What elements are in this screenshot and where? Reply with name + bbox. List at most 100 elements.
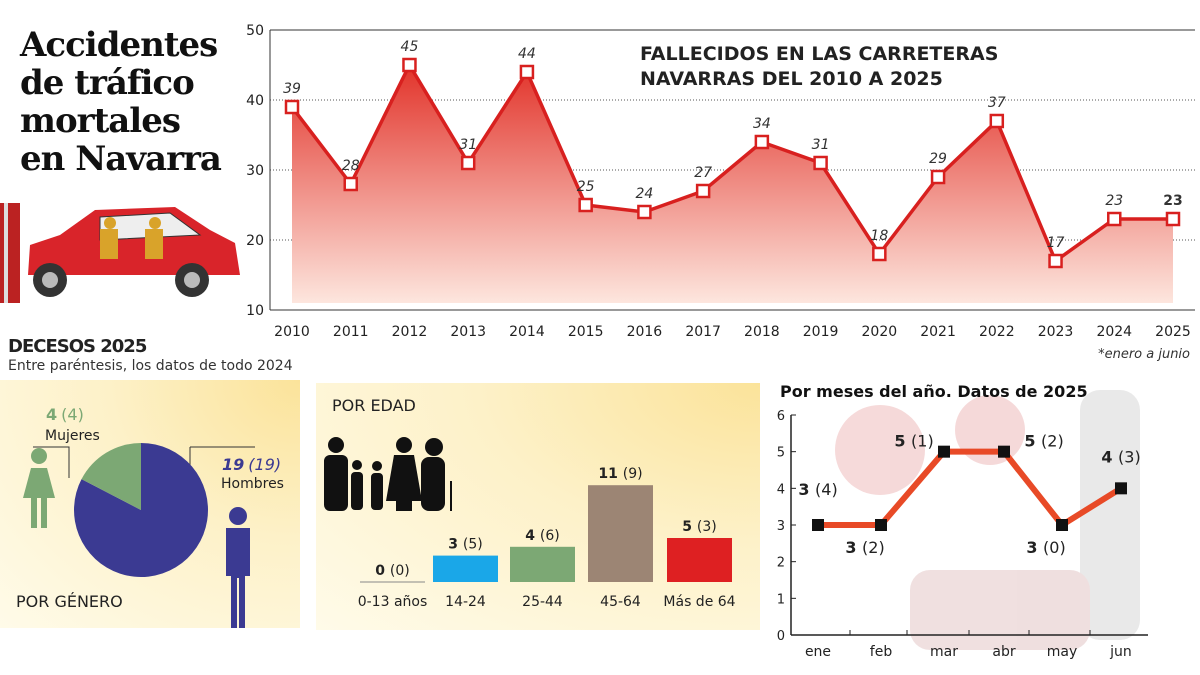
- data-point: [1107, 211, 1122, 227]
- data-label: 31: [459, 137, 477, 153]
- svg-text:19(19): 19 (19): [222, 455, 281, 474]
- x-tick-label: 2020: [862, 324, 898, 340]
- data-point: [872, 246, 887, 262]
- annual-fatalities-chart: 10 20 30 40 50 39 2010 28 2011 45 2012 31 2013 44 2014…: [246, 23, 1195, 340]
- y-tick-label: 20: [246, 233, 264, 249]
- data-label: 44: [518, 46, 536, 62]
- data-point: [1115, 482, 1127, 495]
- data-label: 45: [401, 39, 419, 55]
- data-point: [989, 113, 1005, 129]
- data-point: [637, 204, 652, 220]
- data-point: [284, 99, 300, 115]
- data-point: [578, 197, 593, 213]
- area-fill: [292, 65, 1173, 303]
- data-point: [519, 64, 535, 80]
- title-line: de tráfico: [20, 63, 195, 103]
- bar-label: 3 (5): [448, 537, 482, 553]
- x-tick-label: feb: [870, 644, 893, 660]
- x-tick-label: abr: [992, 644, 1015, 660]
- x-tick-label: mar: [930, 644, 958, 660]
- y-tick-label: 6: [777, 409, 785, 424]
- crash-dummy-background: [835, 390, 1140, 650]
- y-tick-label: 1: [777, 592, 785, 607]
- x-tick-label: 2010: [274, 324, 310, 340]
- age-panel-title: POR EDAD: [332, 396, 416, 415]
- bar: [588, 485, 653, 582]
- data-label: 24: [635, 186, 653, 202]
- x-tick-label: 2023: [1038, 324, 1074, 340]
- chart-note: *enero a junio: [1098, 347, 1190, 362]
- y-tick-label: 3: [777, 519, 785, 534]
- data-point: [1056, 519, 1068, 531]
- title-line: Accidentes: [20, 25, 218, 65]
- decesos-title: DECESOS 2025: [8, 336, 147, 357]
- pie-slice-hombres: [73, 443, 208, 577]
- x-tick-label: 2017: [685, 324, 721, 340]
- data-point: [998, 445, 1010, 458]
- bar: [433, 555, 498, 582]
- x-tick-label: 2018: [744, 324, 780, 340]
- data-label: 25: [577, 179, 595, 195]
- bar-category-label: 0-13 años: [358, 594, 428, 610]
- bar: [667, 538, 732, 582]
- y-tick-label: 0: [777, 629, 785, 644]
- decesos-subtitle: Entre paréntesis, los datos de todo 2024: [8, 358, 293, 374]
- woman-icon: [23, 448, 55, 528]
- data-label: 27: [694, 165, 712, 181]
- family-icon: [324, 437, 452, 511]
- data-label: 37: [988, 95, 1006, 111]
- men-label: Hombres: [221, 476, 284, 492]
- y-tick-label: 10: [246, 303, 264, 319]
- bar-category-label: 25-44: [522, 594, 563, 610]
- data-label: 23: [1105, 193, 1123, 209]
- bar-category-label: 45-64: [600, 594, 641, 610]
- gender-chart: 4 (4) Mujeres 19 (19) Hombres POR GÉNERO: [16, 405, 284, 628]
- x-tick-label: 2011: [333, 324, 369, 340]
- x-tick-label: 2022: [979, 324, 1015, 340]
- x-tick-label: 2021: [920, 324, 956, 340]
- title-line: en Navarra: [20, 139, 222, 179]
- x-tick-label: 2014: [509, 324, 545, 340]
- data-label: 5 (2): [1024, 432, 1063, 451]
- x-tick-label: may: [1047, 644, 1078, 660]
- x-tick-label: 2019: [803, 324, 839, 340]
- data-label: 34: [753, 116, 771, 132]
- monthly-title: Por meses del año. Datos de 2025: [780, 382, 1088, 401]
- x-tick-label: 2024: [1096, 324, 1132, 340]
- data-label: 3 (2): [845, 538, 884, 557]
- x-tick-label: 2016: [627, 324, 663, 340]
- monthly-chart: Por meses del año. Datos de 2025 0 1 2 3 4 5 6 3…: [777, 382, 1148, 660]
- data-point: [812, 519, 824, 531]
- data-point: [875, 519, 887, 531]
- bar-label: 5 (3): [682, 519, 716, 535]
- data-point: [1165, 211, 1181, 227]
- chart-title-line: NAVARRAS DEL 2010 A 2025: [640, 68, 943, 90]
- data-point: [930, 169, 946, 185]
- data-label: 28: [342, 158, 360, 174]
- x-tick-label: ene: [805, 644, 831, 660]
- x-tick-label: 2015: [568, 324, 604, 340]
- bar: [510, 546, 575, 582]
- bar-label: 11 (9): [598, 466, 642, 482]
- data-label: 39: [283, 81, 301, 97]
- data-label: 3 (4): [798, 480, 837, 499]
- women-label: Mujeres: [45, 428, 100, 444]
- data-label: 31: [812, 137, 830, 153]
- data-point: [813, 155, 828, 171]
- y-tick-label: 2: [777, 556, 785, 571]
- title-line: mortales: [20, 101, 181, 141]
- chart-title: FALLECIDOS EN LAS CARRETERAS NAVARRAS DE…: [640, 42, 998, 92]
- men-value: 19: [222, 455, 244, 474]
- data-point: [460, 155, 476, 171]
- infographic-title: Accidentes de tráfico mortales en Navarr…: [20, 25, 222, 179]
- data-point: [754, 134, 770, 150]
- pie-slice-mujeres: [81, 443, 141, 510]
- data-label: 4 (3): [1101, 447, 1140, 466]
- women-value: 4: [46, 405, 57, 424]
- age-panel: [316, 383, 760, 630]
- data-label: 17: [1047, 235, 1065, 251]
- data-point: [1048, 253, 1063, 269]
- crashed-car-illustration: [0, 203, 240, 303]
- data-point: [343, 176, 358, 192]
- x-tick-label: jun: [1109, 644, 1132, 660]
